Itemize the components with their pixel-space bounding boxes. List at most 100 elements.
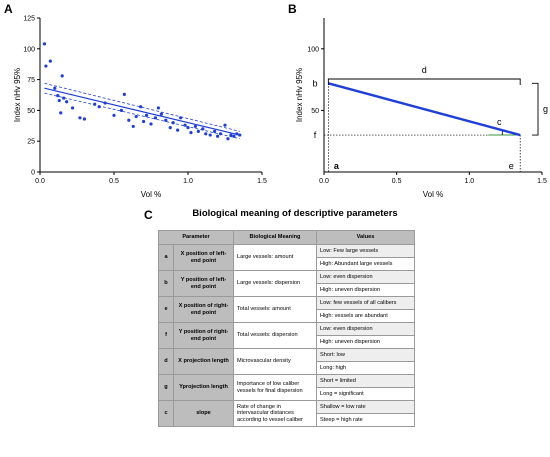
table-row: High: uneven dispersion [159, 283, 415, 297]
label-b: b [312, 78, 317, 88]
data-point [134, 114, 138, 119]
param-name: Y position of left-end point [173, 270, 234, 297]
value-high: Steep = high rate [316, 413, 415, 427]
label-a: a [334, 161, 340, 171]
data-point [42, 42, 47, 46]
data-point [122, 92, 126, 96]
data-point [127, 118, 131, 122]
y-tick-label: 0 [31, 170, 35, 177]
data-point [176, 128, 180, 132]
g-bracket [532, 82, 539, 136]
param-meaning: Microvascular density [233, 348, 317, 375]
y-tick-label: 50 [27, 108, 35, 115]
param-meaning: Importance of low caliber vessels for fi… [233, 374, 317, 401]
data-point [204, 132, 208, 136]
data-point [70, 106, 75, 110]
label-g: g [543, 104, 548, 114]
schematic-chart-b: 0.0 0.5 1.0 1.5 100 50 Vol % Index nHv 95% d g b f… [295, 18, 548, 199]
value-high: High: Abundant large vessels [316, 257, 415, 271]
value-low: Low: even dispersion [316, 270, 415, 284]
value-high: Long: high [316, 361, 415, 375]
x-tick-label: 1.5 [257, 178, 267, 185]
header-values: Values [316, 230, 415, 245]
chart-a-axes: 0.0 0.5 1.0 1.5 0 25 50 75 100 125 Vol % Index nHv … [13, 16, 267, 200]
x-tick-label: 0.5 [392, 178, 402, 185]
data-point [82, 117, 86, 121]
panel-label-c: C [144, 208, 153, 222]
param-meaning: Total vessels: amount [233, 296, 317, 323]
label-d: d [422, 65, 427, 75]
scatter-chart-a: 0.0 0.5 1.0 1.5 0 25 50 75 100 125 Vol % Index nHv … [13, 16, 267, 200]
data-point [57, 98, 61, 103]
table-title: Biological meaning of descriptive parame… [192, 208, 398, 219]
y-tick-label: 75 [27, 77, 35, 84]
regression-line [44, 87, 240, 136]
panel-label-b: B [288, 2, 297, 16]
param-symbol: d [158, 348, 174, 375]
param-symbol: b [158, 270, 174, 297]
data-point [168, 126, 172, 130]
data-point [213, 129, 217, 133]
table-row: g Yprojection length Importance of low cal… [158, 374, 415, 401]
data-point [44, 64, 48, 68]
data-point [144, 113, 149, 117]
data-point [149, 122, 153, 126]
data-point [62, 96, 66, 100]
param-meaning: Rate of change in intervascular distance… [233, 400, 317, 427]
value-low: Low: even dispersion [316, 322, 415, 336]
chart-b-axes: 0.0 0.5 1.0 1.5 100 50 Vol % Index nHv 95% [295, 18, 547, 199]
ci-upper-line [44, 82, 240, 132]
label-f: f [314, 130, 317, 140]
data-point [65, 100, 69, 104]
param-name: Y position of right-end point [173, 322, 234, 349]
y-tick-label: 25 [27, 139, 35, 146]
data-point [112, 113, 116, 117]
data-point [131, 124, 135, 129]
x-tick-label: 0.0 [319, 178, 329, 185]
header-meaning: Biological Meaning [233, 230, 317, 245]
table-row: High: Abundant large vessels [159, 257, 415, 271]
label-e: e [509, 161, 514, 171]
param-meaning: Large vessels: dispersion [233, 270, 317, 297]
y-tick-label: 100 [23, 46, 35, 53]
chart-b-y-label: Index nHv 95% [295, 68, 304, 122]
data-point [196, 129, 200, 133]
d-bracket [327, 78, 521, 85]
data-point [208, 133, 212, 137]
value-high: Long = significant [316, 387, 415, 401]
schematic-line [328, 82, 521, 137]
table-row: Long = significant [159, 387, 415, 401]
x-tick-label: 0.5 [109, 178, 119, 185]
data-point [164, 118, 168, 122]
param-name: slope [173, 400, 234, 427]
data-point [60, 74, 64, 78]
x-tick-label: 1.0 [464, 178, 474, 185]
data-point [78, 116, 82, 120]
data-point [216, 134, 220, 138]
data-point [153, 116, 158, 120]
table-row: c slope Rate of change in intervascular di… [158, 400, 415, 427]
value-high: High: uneven dispersion [316, 335, 415, 349]
panel-label-a: A [4, 2, 13, 16]
param-symbol: e [158, 296, 174, 323]
chart-a-x-label: Vol % [141, 190, 161, 199]
data-point [159, 112, 163, 116]
param-name: X position of left-end point [173, 244, 234, 271]
data-point [156, 106, 160, 110]
value-high: High: vessels are abundant [316, 309, 415, 323]
x-tick-label: 0.0 [35, 178, 45, 185]
data-point [232, 134, 236, 138]
param-name: Yprojection length [173, 374, 234, 401]
data-point [193, 124, 197, 129]
chart-a-fit-lines [44, 82, 240, 140]
header-parameter: Parameter [158, 230, 234, 245]
data-point [139, 105, 143, 109]
param-name: X projection length [173, 348, 234, 375]
param-name: X position of right-end point [173, 296, 234, 323]
param-symbol: c [158, 400, 174, 427]
y-tick-label: 50 [311, 108, 319, 115]
chart-b-x-label: Vol % [423, 190, 443, 199]
